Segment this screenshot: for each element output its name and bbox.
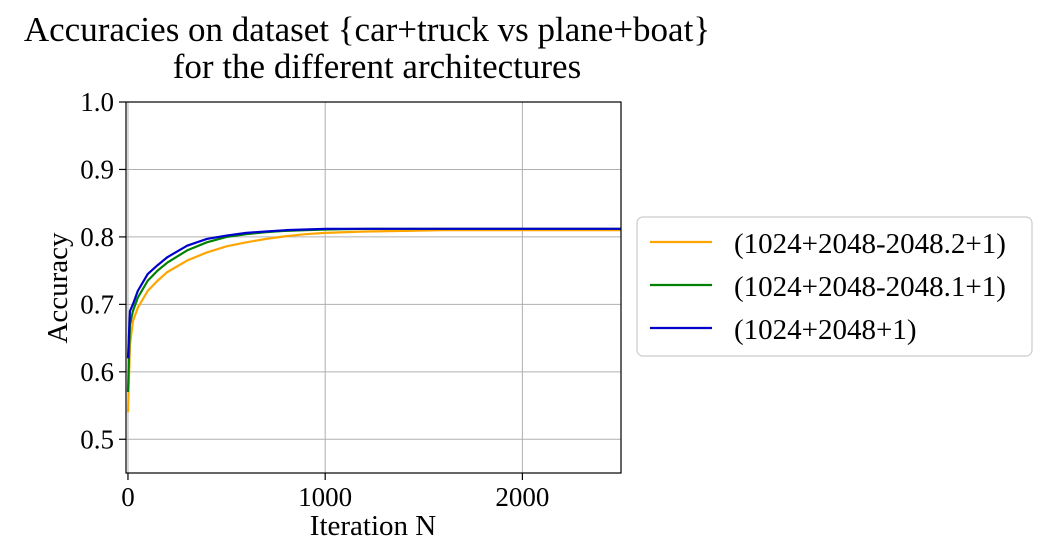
legend: (1024+2048-2048.2+1) (1024+2048-2048.1+1)… [636, 216, 1033, 357]
chart-title: Accuracies on dataset {car+truck vs plan… [24, 10, 710, 86]
legend-frame [636, 216, 1033, 357]
y-tick-label: 1.0 [80, 87, 114, 117]
x-tick-label: 2000 [495, 482, 549, 512]
y-tick-label: 0.7 [80, 289, 114, 319]
axis-ticks [119, 101, 523, 480]
y-tick-label: 0.6 [80, 357, 114, 387]
series-line-3 [126, 227, 621, 359]
series-layer [126, 227, 621, 413]
x-axis-label: Iteration N [310, 510, 436, 542]
legend-label-1: (1024+2048-2048.2+1) [734, 228, 1006, 260]
axis-tick-labels: 0 1000 2000 0.5 0.6 0.7 0.8 0.9 1.0 [80, 87, 549, 512]
y-tick-label: 0.8 [80, 222, 114, 252]
chart-title-line-2: for the different architectures [173, 47, 581, 86]
series-line-1 [126, 229, 621, 413]
chart-title-line-1: Accuracies on dataset {car+truck vs plan… [24, 10, 710, 49]
x-tick-label: 0 [121, 482, 135, 512]
y-tick-label: 0.9 [80, 154, 114, 184]
plot-frame [125, 101, 622, 474]
x-tick-label: 1000 [298, 482, 352, 512]
y-axis-label: Accuracy [42, 232, 74, 344]
legend-label-2: (1024+2048-2048.1+1) [734, 271, 1006, 303]
legend-label-3: (1024+2048+1) [734, 314, 917, 346]
grid-lines [126, 101, 621, 473]
y-tick-label: 0.5 [80, 424, 114, 454]
